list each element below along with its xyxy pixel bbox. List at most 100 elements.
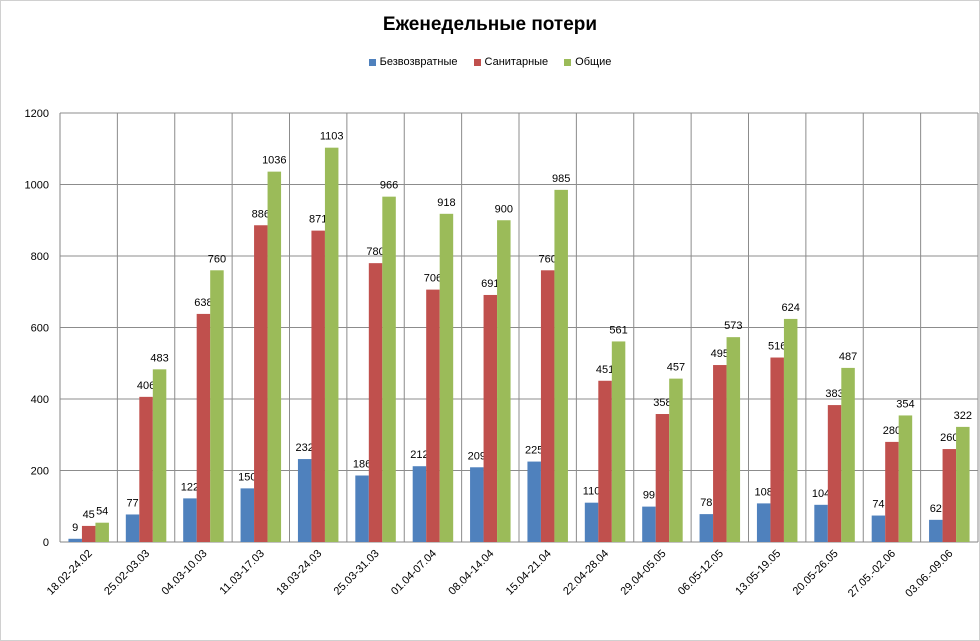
bar	[655, 414, 670, 542]
data-label: 691	[481, 278, 499, 290]
data-label: 108	[755, 486, 773, 498]
bar	[699, 514, 714, 542]
data-label: 99	[643, 490, 655, 502]
bar	[827, 405, 842, 542]
x-tick-label: 18.03-24.03	[274, 548, 324, 598]
legend-swatch-sanitary	[473, 58, 481, 66]
data-label: 495	[711, 348, 729, 360]
data-label: 561	[609, 324, 627, 336]
data-label: 354	[896, 398, 914, 410]
bar	[368, 263, 383, 542]
bar	[470, 467, 484, 542]
x-tick-label: 06.05-12.05	[676, 548, 726, 598]
y-tick-label: 400	[31, 394, 49, 406]
legend-label-total: Общие	[575, 56, 612, 68]
legend: Безвозвратные Санитарные Общие	[0, 56, 980, 68]
data-label: 110	[583, 486, 601, 498]
bar	[139, 396, 153, 542]
x-tick-label: 03.06.-09.06	[903, 548, 955, 600]
bar	[841, 367, 855, 542]
data-label: 985	[552, 173, 570, 185]
bar	[756, 503, 771, 542]
x-tick-label: 27.05.-02.06	[846, 548, 898, 600]
data-label: 9	[72, 522, 78, 534]
x-tick-label: 29.04-05.05	[619, 548, 669, 598]
legend-swatch-total	[564, 58, 572, 66]
y-tick-label: 0	[43, 537, 49, 549]
legend-label-irrecoverable: Безвозвратные	[379, 56, 458, 68]
bar	[497, 220, 511, 542]
legend-entry-total: Общие	[564, 56, 611, 68]
bar	[412, 466, 427, 542]
bar	[254, 225, 268, 542]
data-label: 871	[309, 214, 327, 226]
x-tick-label: 08.04-14.04	[446, 548, 496, 598]
chart-title: Еженедельные потери	[382, 14, 598, 35]
bar	[929, 519, 943, 542]
data-label: 280	[883, 425, 901, 437]
data-label: 122	[181, 481, 199, 493]
legend-label-sanitary: Санитарные	[484, 56, 549, 68]
data-label: 1103	[320, 131, 344, 143]
data-label: 78	[700, 497, 712, 509]
data-label: 45	[83, 509, 95, 521]
x-tick-label: 11.03-17.03	[218, 548, 267, 597]
y-tick-label: 600	[31, 323, 49, 335]
bar	[68, 538, 82, 542]
x-tick-label: 18.02-24.02	[45, 548, 95, 598]
data-label: 900	[495, 203, 513, 215]
data-label: 706	[424, 273, 442, 285]
data-label: 516	[768, 341, 786, 353]
data-label: 1036	[262, 155, 286, 167]
bar	[81, 525, 96, 542]
bar	[355, 475, 369, 542]
data-label: 483	[150, 352, 168, 364]
data-label: 573	[724, 320, 742, 332]
bar	[324, 147, 339, 543]
x-tick-label: 04.03-10.03	[160, 548, 210, 598]
bar	[125, 514, 140, 542]
data-label: 358	[653, 397, 671, 409]
data-label: 322	[954, 410, 972, 422]
bar	[871, 515, 886, 542]
x-tick-label: 25.02-03.03	[102, 548, 152, 598]
bar	[554, 189, 568, 543]
bar	[426, 289, 440, 542]
data-label: 232	[296, 442, 314, 454]
legend-entry-sanitary: Санитарные	[473, 56, 549, 68]
bar	[898, 415, 913, 542]
data-label: 451	[596, 364, 614, 376]
bar	[540, 270, 555, 542]
y-tick-label: 800	[31, 251, 49, 263]
data-label: 918	[437, 197, 455, 209]
bar	[152, 369, 167, 542]
data-label: 966	[380, 180, 398, 192]
data-label: 104	[812, 488, 830, 500]
bar	[183, 498, 197, 542]
bar	[942, 449, 957, 542]
x-tick-label: 25.03-31.03	[332, 548, 382, 598]
bar	[713, 365, 727, 542]
bar	[95, 522, 109, 542]
legend-entry-irrecoverable: Безвозвратные	[368, 56, 458, 68]
data-label: 77	[126, 497, 138, 509]
bar	[267, 171, 282, 542]
bar	[783, 318, 798, 542]
data-label: 209	[468, 450, 486, 462]
bar	[598, 380, 612, 542]
bar	[814, 504, 828, 542]
bar	[956, 426, 970, 542]
bar	[726, 337, 741, 542]
x-tick-label: 20.05-26.05	[791, 548, 841, 598]
data-label: 225	[525, 445, 543, 457]
bar	[642, 506, 656, 542]
y-tick-label: 1000	[25, 180, 49, 192]
data-label: 212	[410, 449, 428, 461]
bar	[483, 294, 498, 542]
bar	[311, 230, 325, 542]
bar	[196, 313, 211, 542]
data-label: 638	[194, 297, 212, 309]
y-tick-label: 200	[31, 466, 49, 478]
data-label: 186	[353, 459, 371, 471]
